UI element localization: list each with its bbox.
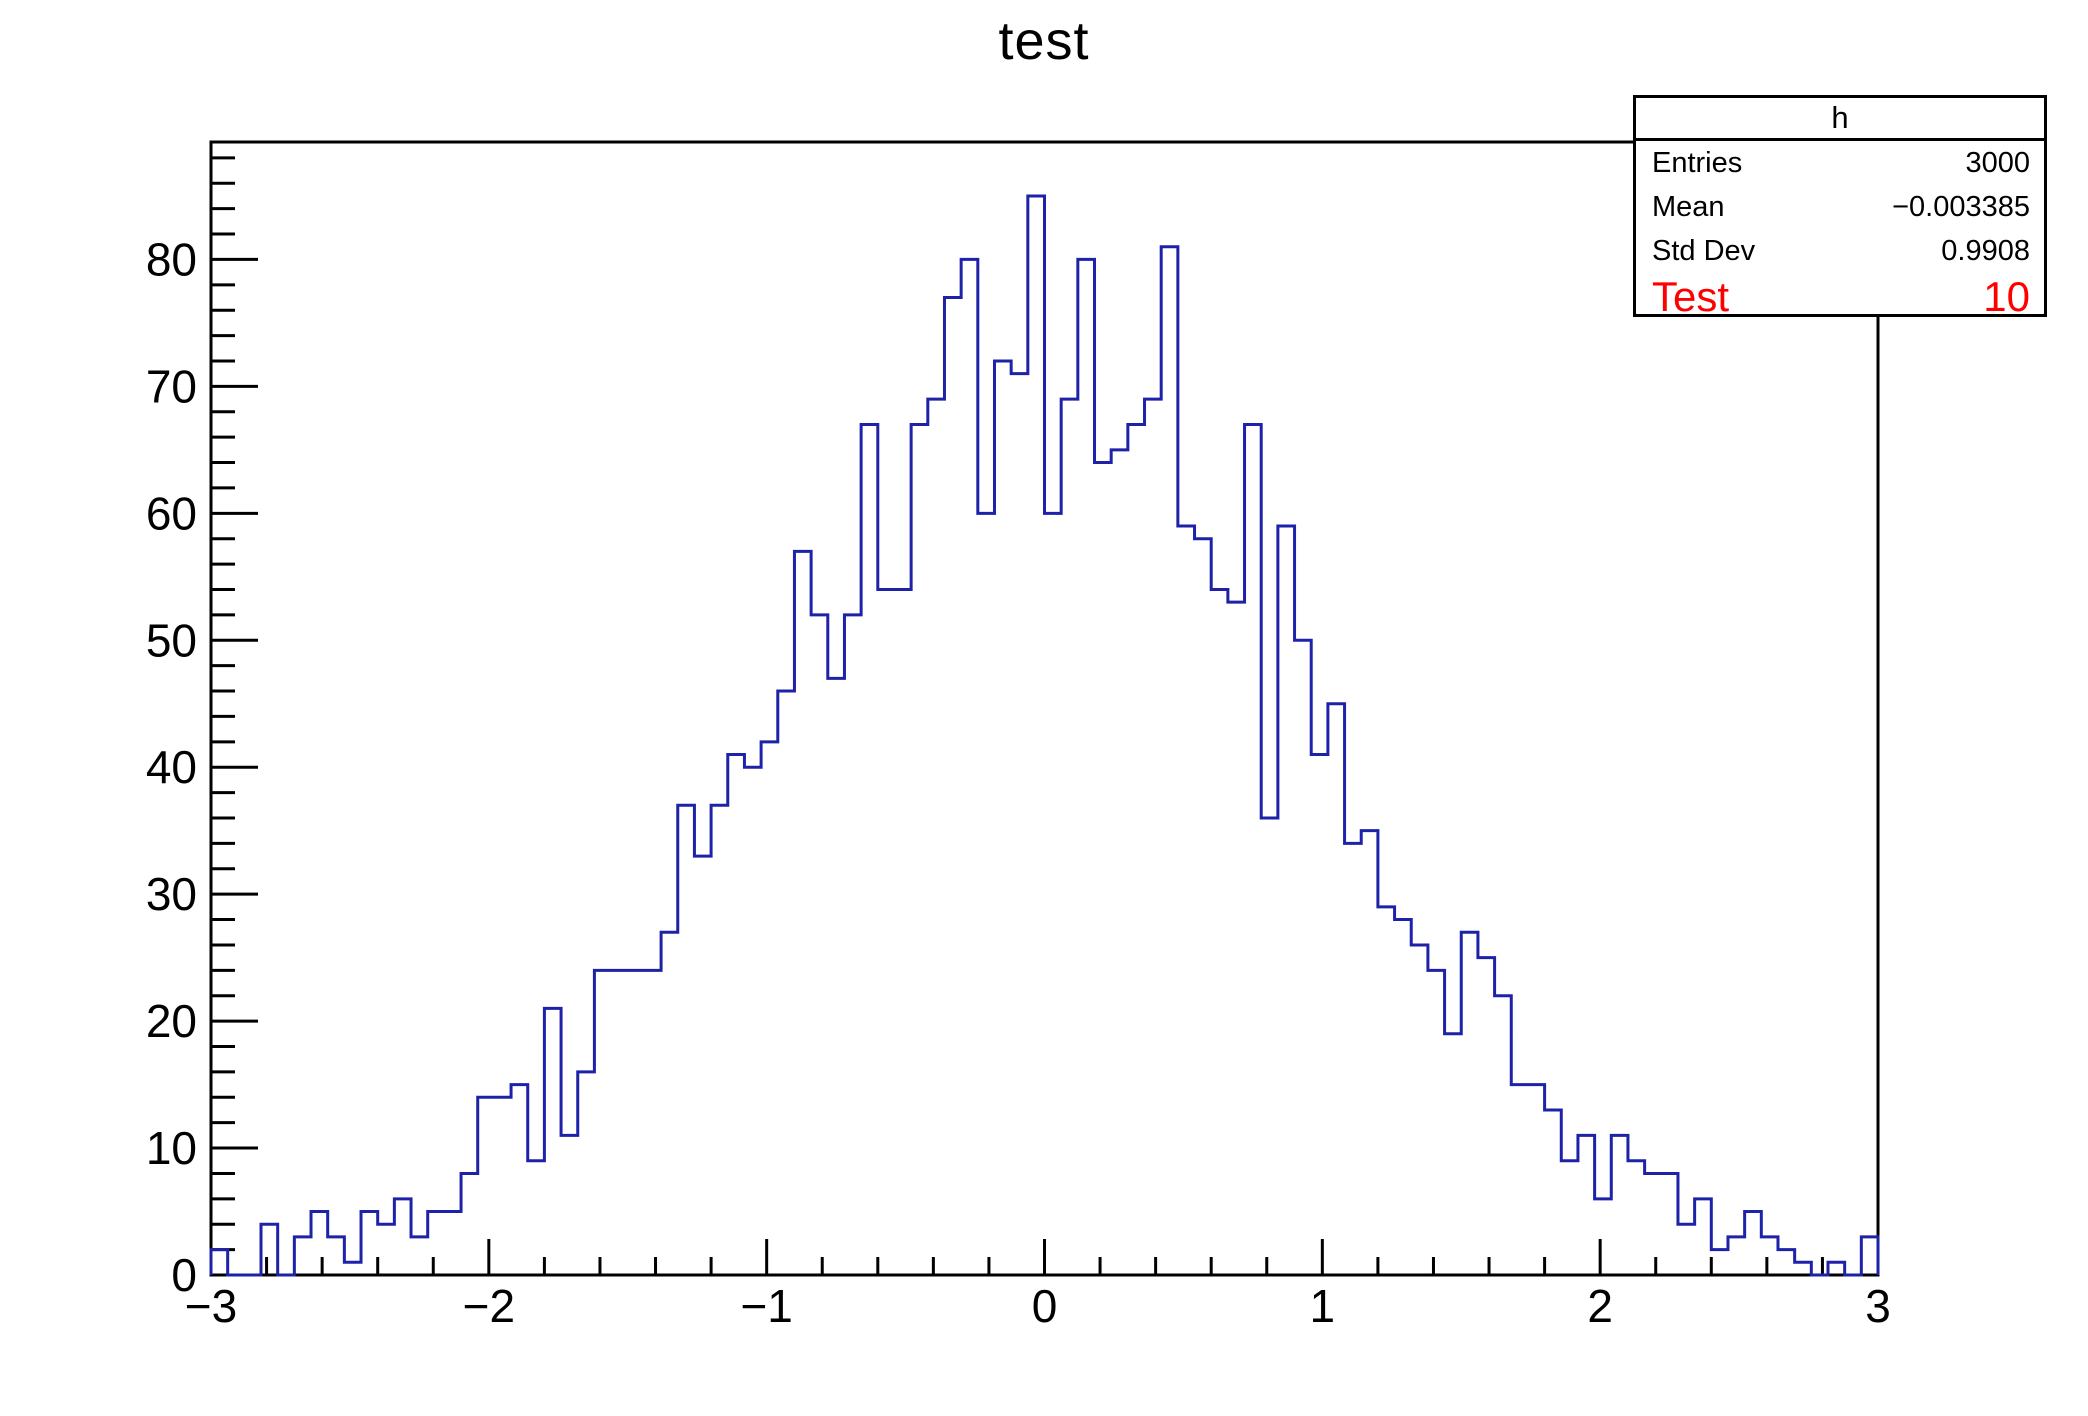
stats-label: Mean [1652,190,1725,223]
x-tick-label: 0 [1032,1280,1058,1332]
stats-value: 3000 [1965,146,2030,179]
stats-value: 0.9908 [1941,234,2030,267]
y-tick-label: 50 [146,614,197,666]
x-tick-label: 1 [1310,1280,1336,1332]
stats-value: −0.003385 [1892,190,2030,223]
plot-title: test [998,11,1090,71]
y-tick-label: 30 [146,868,197,920]
y-tick-label: 80 [146,233,197,285]
x-tick-label: −2 [463,1280,515,1332]
stats-box-title: h [1636,98,2044,141]
y-tick-label: 60 [146,487,197,539]
stats-row-mean: Mean −0.003385 [1636,185,2044,229]
stats-label: Test [1652,272,1730,320]
stats-row-entries: Entries 3000 [1636,141,2044,185]
stats-label: Std Dev [1652,234,1756,267]
histogram-line [209,194,1880,1277]
y-tick-label: 0 [171,1249,197,1301]
x-tick-label: −1 [740,1280,792,1332]
y-tick-label: 10 [146,1122,197,1174]
stats-box-rows: Entries 3000 Mean −0.003385 Std Dev 0.99… [1636,141,2044,320]
stats-row-stddev: Std Dev 0.9908 [1636,229,2044,273]
stats-box: h Entries 3000 Mean −0.003385 Std Dev 0.… [1633,95,2047,320]
y-tick-label: 70 [146,360,197,412]
x-tick-label: −3 [185,1280,237,1332]
x-tick-label: 2 [1587,1280,1613,1332]
stats-label: Entries [1652,146,1743,179]
x-tick-label: 3 [1865,1280,1891,1332]
y-tick-label: 40 [146,741,197,793]
stats-row-test: Test 10 [1636,273,2044,320]
y-tick-label: 20 [146,995,197,1047]
stats-value: 10 [1983,272,2030,320]
